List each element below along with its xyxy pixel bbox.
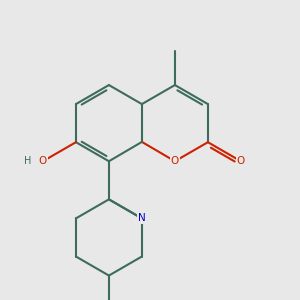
Text: O: O [39, 156, 47, 166]
Text: H: H [24, 156, 31, 166]
Text: O: O [237, 156, 245, 166]
Text: N: N [138, 213, 146, 224]
Text: O: O [171, 156, 179, 166]
